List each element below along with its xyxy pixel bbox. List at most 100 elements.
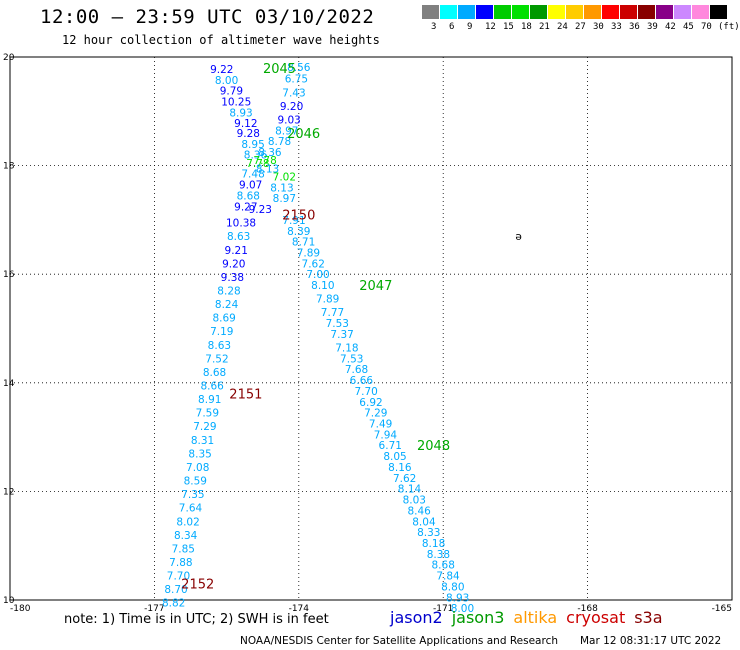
legend-swatch (494, 5, 511, 19)
wave-height-value: 8.38 (427, 549, 450, 561)
wave-height-value: 7.70 (354, 386, 377, 398)
page-subtitle: 12 hour collection of altimeter wave hei… (62, 33, 380, 47)
satellite-label-jason3: jason3 (451, 608, 505, 627)
wave-height-value: 7.78 (253, 155, 276, 167)
wave-height-value: 8.03 (403, 495, 426, 507)
wave-height-value: 8.63 (227, 231, 250, 243)
wave-height-value: 9.03 (277, 114, 300, 126)
wave-height-value: 7.52 (205, 353, 228, 365)
legend-label: 36 (629, 22, 640, 32)
wave-height-value: 8.00 (451, 603, 474, 615)
legend-swatch (602, 5, 619, 19)
legend-label: 15 (503, 22, 514, 32)
pass-labels: 2045 2046 2047 2048 2150 2151 2152 (181, 62, 450, 593)
pass-label-jason3: 2048 (417, 439, 450, 454)
wave-height-value: 8.95 (241, 139, 264, 151)
map-grid (9, 56, 733, 601)
map-frame (9, 56, 733, 601)
wave-height-value: 7.91 (282, 215, 305, 227)
wave-height-value: 7.00 (306, 269, 329, 281)
wave-height-value: 7.62 (393, 473, 416, 485)
legend-label: 42 (665, 22, 676, 32)
lon-tick-label: -180 (10, 604, 31, 614)
wave-height-value: 7.59 (196, 408, 219, 420)
legend-label: 21 (539, 22, 550, 32)
wave-height-value: 10.25 (221, 97, 251, 109)
wave-height-value: 7.49 (369, 419, 392, 431)
legend-label: 18 (521, 22, 532, 32)
wave-height-value: 8.68 (432, 560, 455, 572)
legend-label: 9 (467, 22, 473, 32)
pass-label-jason3: 2047 (359, 279, 392, 294)
footer-note: note: 1) Time is in UTC; 2) SWH is in fe… (64, 612, 329, 627)
legend-swatch (458, 5, 475, 19)
wave-height-value: 8.69 (212, 313, 235, 325)
legend-swatch (620, 5, 637, 19)
legend-swatch (710, 5, 727, 19)
wave-height-value: 8.71 (292, 237, 315, 249)
lon-tick-label: -171 (433, 604, 453, 614)
wave-height-value: 8.31 (191, 435, 214, 447)
wave-height-value: 7.08 (186, 462, 209, 474)
wave-height-value: 8.35 (188, 448, 211, 460)
wave-height-value: 8.36 (258, 147, 282, 159)
legend-label: 6 (449, 22, 455, 32)
wave-height-value: 8.00 (215, 75, 238, 87)
legend-unit: (ft) (718, 22, 740, 32)
wave-height-value: 7.62 (302, 258, 325, 270)
wave-height-value: 7.78 (246, 158, 269, 170)
legend-label: 12 (485, 22, 496, 32)
wave-height-value: 6.66 (350, 375, 374, 387)
legend-swatch (440, 5, 457, 19)
wave-height-value: 9.22 (210, 64, 233, 76)
wave-height-value: 8.13 (256, 163, 279, 175)
wave-height-value: 8.16 (388, 462, 412, 474)
wave-height-value: 7.68 (345, 364, 368, 376)
legend-label: 27 (575, 22, 586, 32)
legend-swatch (674, 5, 691, 19)
wave-height-value: 8.33 (417, 527, 440, 539)
wave-height-value: 7.18 (335, 343, 358, 355)
legend-label: 45 (683, 22, 694, 32)
legend-label: 70 (701, 22, 712, 32)
wave-height-value: 8.68 (203, 367, 226, 379)
map-tick-labels: -180 -177 -174 -171 -168 -165 10 12 14 16 18 20 (3, 53, 732, 614)
wave-height-value: 8.14 (398, 484, 422, 496)
lat-tick-label: 16 (3, 270, 15, 280)
wave-height-value: 8.39 (287, 226, 310, 238)
wave-height-value: 8.97 (275, 125, 298, 137)
legend-swatch (692, 5, 709, 19)
wave-height-value: 9.20 (280, 101, 303, 113)
wave-height-points: 9.228.009.7910.258.939.129.288.958.367.7… (162, 62, 474, 615)
wave-height-value: 7.37 (330, 329, 353, 341)
wave-height-value: 8.78 (268, 136, 291, 148)
wave-height-value: 6.75 (285, 74, 308, 86)
wave-height-value: 7.94 (374, 429, 398, 441)
wave-height-value: 8.91 (198, 394, 221, 406)
wave-height-value: 7.43 (282, 87, 305, 99)
wave-height-value: 7.64 (179, 503, 203, 515)
legend-swatch (638, 5, 655, 19)
lat-tick-label: 12 (3, 487, 14, 497)
wave-height-value: 8.36 (244, 150, 268, 162)
wave-height-value: 7.85 (172, 543, 195, 555)
legend-swatch (584, 5, 601, 19)
wave-height-value: 7.19 (210, 326, 233, 338)
wave-height-value: 7.53 (326, 318, 349, 330)
wave-height-value: 8.18 (422, 538, 445, 550)
wave-height-value: 8.28 (217, 285, 240, 297)
wave-height-value: 9.12 (234, 118, 257, 130)
wave-height-value: 9.21 (225, 245, 248, 257)
satellite-label-altika: altika (513, 608, 558, 627)
wave-height-value: 8.82 (162, 598, 185, 610)
legend-swatch (476, 5, 493, 19)
wave-height-value: 9.20 (222, 258, 245, 270)
lat-tick-label: 10 (3, 596, 15, 606)
legend-label: 3 (431, 22, 437, 32)
wave-height-value: 9.23 (249, 204, 272, 216)
credit-text: NOAA/NESDIS Center for Satellite Applica… (240, 635, 558, 647)
satellite-label-s3a: s3a (634, 608, 663, 627)
legend-label: 30 (593, 22, 604, 32)
wave-height-value: 8.66 (200, 381, 224, 393)
wave-height-value: 7.77 (321, 307, 344, 319)
